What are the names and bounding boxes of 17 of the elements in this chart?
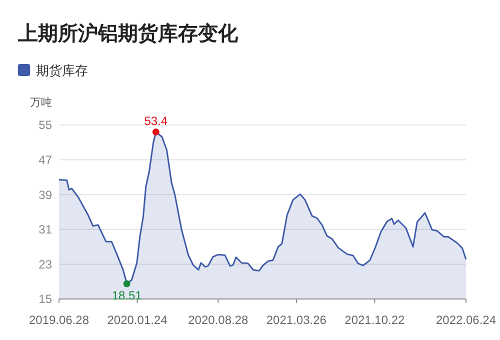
x-tick-label: 2020.08.28: [188, 313, 248, 327]
y-axis-title: 万吨: [30, 96, 52, 109]
chart-title: 上期所沪铝期货库存变化: [17, 22, 239, 45]
x-tick-label: 2021.10.22: [344, 313, 406, 327]
annotation: 18.51: [112, 288, 142, 303]
y-tick-label: 31: [38, 222, 52, 237]
y-tick-label: 39: [38, 188, 52, 202]
x-tick-label: 2019.06.28: [28, 313, 90, 327]
y-tick-label: 15: [38, 292, 52, 306]
legend-label: 期货库存: [36, 63, 88, 78]
y-tick-label: 47: [38, 153, 52, 167]
x-tick-label: 2022.06.24: [436, 313, 496, 327]
annotation: 53.4: [144, 114, 168, 128]
x-tick-label: 2021.03.26: [266, 313, 327, 327]
y-tick-label: 23: [38, 257, 52, 272]
y-tick-label: 55: [38, 118, 52, 132]
x-tick-label: 2020.01.24: [107, 313, 168, 327]
